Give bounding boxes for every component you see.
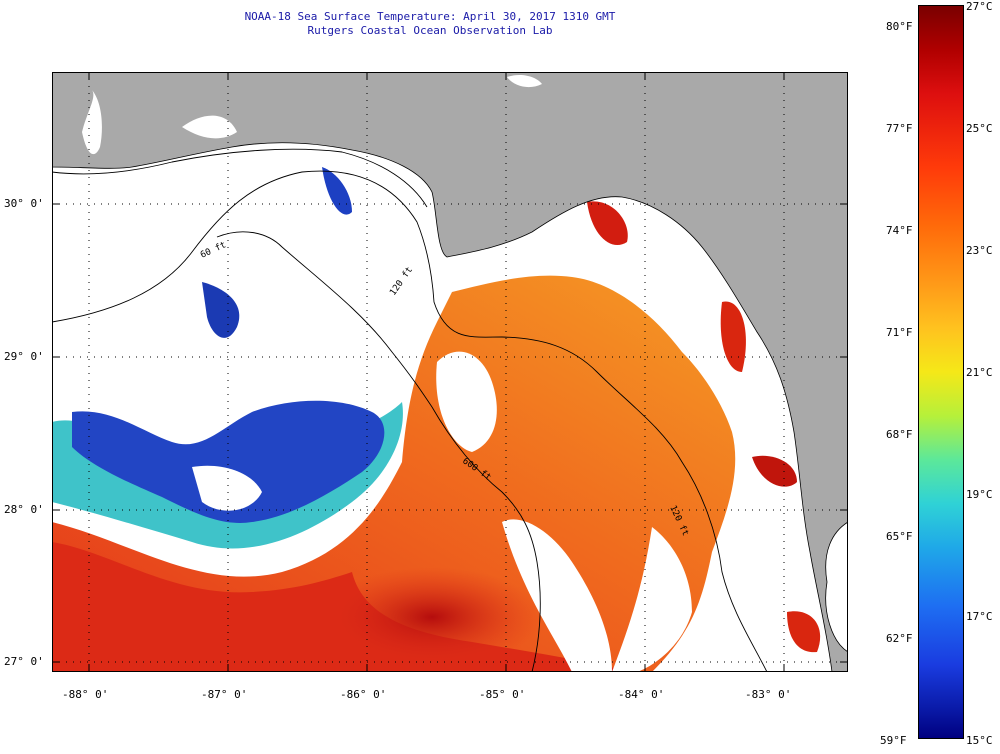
hot-water-coastal [787, 611, 821, 653]
bay [182, 115, 237, 139]
lon-label-86: -86° 0' [340, 688, 387, 701]
cloud-patch [436, 351, 497, 452]
cold-water-eddy [202, 282, 240, 338]
colorbar-label-c: 19°C [966, 488, 993, 501]
hot-water-core [322, 567, 542, 667]
lat-label-27: 27° 0' [4, 655, 44, 668]
colorbar-label-f: 65°F [886, 530, 913, 543]
hot-water-coastal [752, 455, 797, 487]
temperature-colorbar [918, 5, 964, 739]
contour-60ft [51, 148, 428, 208]
lat-label-28: 28° 0' [4, 503, 44, 516]
colorbar-label-c: 27°C [966, 0, 993, 13]
lat-label-29: 29° 0' [4, 350, 44, 363]
lat-label-30: 30° 0' [4, 197, 44, 210]
hot-water-coastal [720, 301, 746, 372]
chart-subtitle: Rutgers Coastal Ocean Observation Lab [307, 24, 553, 37]
lon-label-87: -87° 0' [201, 688, 248, 701]
frame-ticks [52, 72, 848, 672]
contour-120ft [51, 170, 768, 673]
lon-label-83: -83° 0' [745, 688, 792, 701]
colorbar-label-f: 68°F [886, 428, 913, 441]
colorbar-label-c: 23°C [966, 244, 993, 257]
lon-label-85: -85° 0' [479, 688, 526, 701]
cold-water-band [72, 400, 385, 523]
colorbar-label-c: 15°C [966, 734, 993, 747]
colorbar-label-c: 17°C [966, 610, 993, 623]
cloud-patch [612, 527, 692, 672]
colorbar-label-f: 77°F [886, 122, 913, 135]
colorbar-label-f: 74°F [886, 224, 913, 237]
hot-water-coastal [587, 201, 628, 246]
lon-label-84: -84° 0' [618, 688, 665, 701]
bay [82, 90, 102, 155]
map-frame [52, 72, 848, 672]
colorbar-label-f: 71°F [886, 326, 913, 339]
colorbar-label-f: 59°F [880, 734, 907, 747]
cold-water-eddy [322, 167, 352, 215]
cloud-patch [192, 465, 262, 511]
bay [507, 74, 542, 88]
colorbar-label-c: 21°C [966, 366, 993, 379]
lon-label-88: -88° 0' [62, 688, 109, 701]
colorbar-label-c: 25°C [966, 122, 993, 135]
cloud-patch [502, 519, 612, 672]
contour-600ft [216, 231, 541, 673]
sst-map: 60 ft 120 ft 600 ft 120 ft [51, 71, 849, 673]
chart-title: NOAA-18 Sea Surface Temperature: April 3… [244, 10, 616, 23]
land-mass [51, 71, 849, 673]
colorbar-label-f: 62°F [886, 632, 913, 645]
colorbar-label-f: 80°F [886, 20, 913, 33]
